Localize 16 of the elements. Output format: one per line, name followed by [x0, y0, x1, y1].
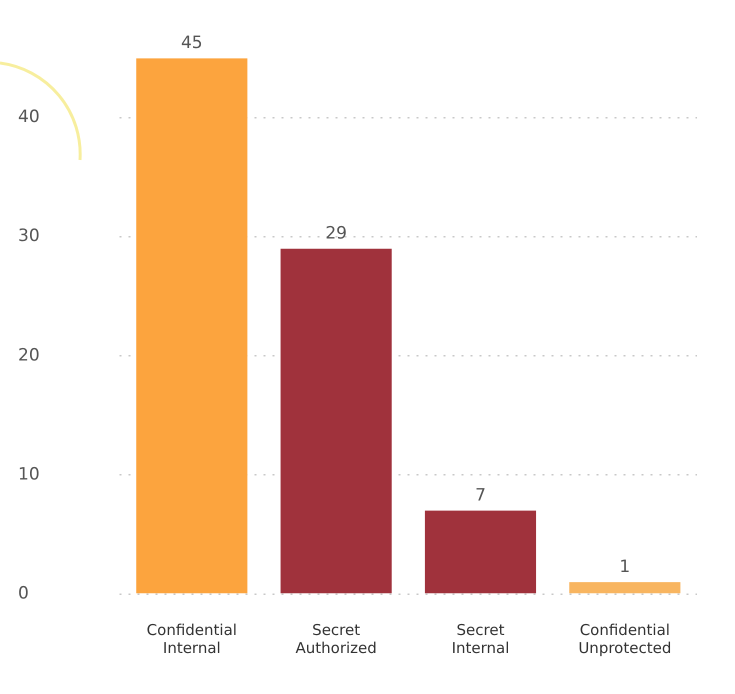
data-label: 29: [325, 224, 347, 244]
data-label: 45: [180, 33, 203, 54]
x-tick-label: Confidential Internal: [146, 620, 237, 657]
x-tick-label: Secret Authorized: [295, 620, 377, 657]
y-tick-label: 30: [18, 226, 40, 246]
x-tick-label: Confidential Unprotected: [578, 620, 672, 657]
bar: [424, 510, 536, 594]
bar: [280, 248, 392, 594]
x-tick-label: Secret Internal: [452, 620, 510, 657]
y-tick-label: 0: [18, 583, 29, 604]
bar: [569, 582, 680, 594]
y-tick-label: 10: [18, 464, 40, 484]
y-tick-label: 20: [18, 345, 40, 366]
data-label: 7: [475, 486, 486, 506]
bar: [136, 58, 248, 594]
data-label: 1: [619, 557, 630, 578]
